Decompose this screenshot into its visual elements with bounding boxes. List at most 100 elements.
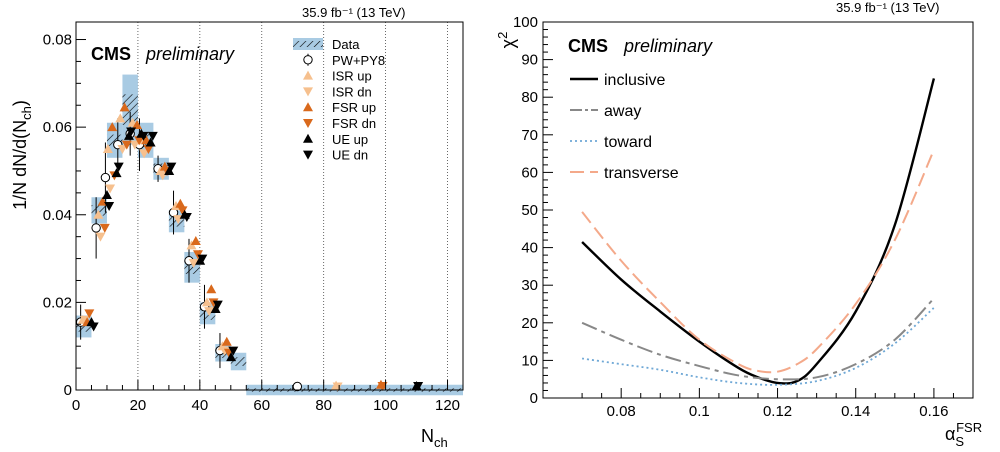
marker-fsr-dn <box>84 309 95 319</box>
x-tick-label: 80 <box>315 397 332 414</box>
marker-fsr-dn <box>99 223 110 233</box>
preliminary-label: preliminary <box>623 36 713 56</box>
marker-ue-dn <box>113 162 124 172</box>
marker-fsr-dn <box>121 140 132 150</box>
marker-ue-up <box>164 165 175 175</box>
y-tick-label: 60 <box>521 164 538 181</box>
marker-isr-dn <box>332 382 343 392</box>
lumi-label: 35.9 fb⁻¹ (13 TeV) <box>302 5 405 20</box>
marker-fsr-up <box>119 102 130 112</box>
x-tick-label: 0.14 <box>841 403 870 420</box>
marker-ue-dn <box>166 162 177 172</box>
legend-marker <box>303 150 313 160</box>
marker-ue-dn <box>138 131 149 141</box>
x-tick-label: 0.12 <box>763 403 792 420</box>
data-stat-band <box>76 321 92 332</box>
marker-fsr-up <box>175 198 186 208</box>
y-axis-label: χ2 <box>495 32 518 49</box>
x-tick-label: 20 <box>130 397 147 414</box>
legend: inclusive away toward transverse <box>570 72 679 182</box>
marker-fsr-up <box>221 336 232 346</box>
y-axis-label: 1/N dN/d(Nch) <box>10 100 34 210</box>
lumi-label: 35.9 fb⁻¹ (13 TeV) <box>836 0 939 15</box>
legend-label: ISR dn <box>332 84 372 99</box>
marker-isr-up <box>201 297 212 307</box>
y-tick-label: 20 <box>521 315 538 332</box>
x-tick-label: 0 <box>72 397 80 414</box>
marker-ue-dn <box>147 131 158 141</box>
marker-pw-py8 <box>100 172 111 183</box>
data-stat-band <box>122 94 138 125</box>
curve-transverse <box>581 149 935 374</box>
marker-isr-up <box>102 144 113 154</box>
x-tick-label: 0.08 <box>607 403 636 420</box>
marker-fsr-dn <box>377 382 388 392</box>
legend-marker <box>303 133 313 143</box>
legend-label: PW+PY8 <box>332 53 385 68</box>
x-tick-label: 40 <box>191 397 208 414</box>
legend-marker <box>303 70 313 80</box>
marker-ue-dn <box>228 346 239 356</box>
marker-isr-dn <box>95 232 106 242</box>
y-tick-label: 0.06 <box>43 119 72 136</box>
y-tick-label: 40 <box>521 240 538 257</box>
marker-fsr-up <box>206 284 217 294</box>
marker-isr-dn <box>129 140 140 150</box>
legend-marker <box>303 102 313 112</box>
y-tick-label: 0.02 <box>43 294 72 311</box>
axis-ticks: 0.08 0.1 0.12 0.14 0.16 0 10 20 30 40 50 60 70 80 90 10… <box>513 14 974 420</box>
chi2-vs-alphas-chart: 0.08 0.1 0.12 0.14 0.16 0 10 20 30 40 50 60 70 80 90 10… <box>495 0 982 449</box>
legend-label: UE up <box>332 132 368 147</box>
marker-fsr-up <box>107 122 118 132</box>
marker-ue-up <box>210 303 221 313</box>
legend-label: FSR dn <box>332 116 376 131</box>
y-tick-label: 0.04 <box>43 207 72 224</box>
legend-label: transverse <box>604 165 679 182</box>
marker-ue-dn <box>88 322 99 332</box>
y-tick-label: 90 <box>521 52 538 69</box>
marker-fsr-dn <box>177 206 188 216</box>
marker-isr-dn <box>105 184 116 194</box>
cms-label: CMS <box>91 44 131 64</box>
marker-ue-dn <box>181 212 192 222</box>
x-tick-label: 60 <box>253 397 270 414</box>
marker-ue-dn <box>104 202 115 211</box>
legend-label: UE dn <box>332 148 368 163</box>
marker-ue-dn <box>126 127 137 137</box>
legend-label: inclusive <box>604 72 665 89</box>
x-axis-label: αSFSR <box>945 420 982 449</box>
marker-ue-dn <box>413 382 424 392</box>
data-stat-band <box>106 134 123 146</box>
curve-inclusive <box>581 78 936 385</box>
data-stat-band <box>230 357 247 366</box>
marker-isr-up <box>93 209 104 219</box>
nch-distribution-chart: 0 20 40 60 80 100 120 0 0.02 0.04 0.06 0.08 35.9 fb… <box>10 5 464 450</box>
curve-away <box>581 297 935 381</box>
chi2-curves <box>581 78 936 386</box>
axis-ticks: 0 20 40 60 80 100 120 0 0.02 0.04 0.06 0.08 <box>43 32 460 414</box>
marker-ue-dn <box>212 300 223 310</box>
legend-label: ISR up <box>332 69 372 84</box>
y-tick-label: 0 <box>530 390 538 407</box>
y-tick-label: 0 <box>64 382 72 399</box>
marker-isr-dn <box>139 149 150 159</box>
y-tick-label: 0.08 <box>43 32 72 49</box>
marker-fsr-up <box>131 119 142 129</box>
legend-data-hatch <box>293 41 323 47</box>
x-axis-label: Nch <box>421 426 448 450</box>
x-tick-label: 120 <box>435 397 460 414</box>
marker-isr-dn <box>188 258 199 268</box>
y-tick-label: 100 <box>513 14 538 31</box>
mc-markers <box>75 102 424 392</box>
marker-ue-up <box>111 168 122 178</box>
y-tick-label: 30 <box>521 277 538 294</box>
legend-marker <box>303 87 313 97</box>
marker-ue-dn <box>197 254 208 264</box>
data-stat-band <box>91 205 107 216</box>
y-tick-label: 80 <box>521 89 538 106</box>
marker-pw-py8 <box>91 223 101 233</box>
legend-label: Data <box>332 37 360 52</box>
preliminary-label: preliminary <box>145 44 235 64</box>
